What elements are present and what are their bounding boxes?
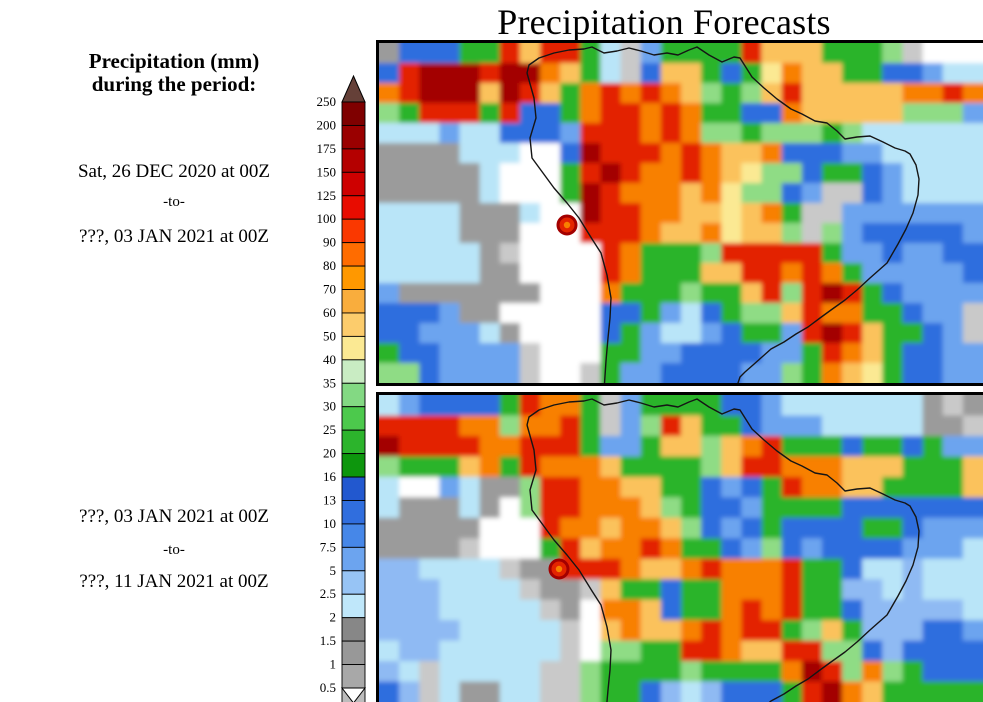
svg-text:90: 90 <box>323 235 336 250</box>
svg-text:35: 35 <box>323 375 336 390</box>
svg-text:80: 80 <box>323 258 336 273</box>
svg-text:150: 150 <box>317 164 337 179</box>
svg-text:250: 250 <box>317 94 337 109</box>
svg-text:70: 70 <box>323 282 336 297</box>
svg-text:200: 200 <box>317 117 337 132</box>
svg-text:2: 2 <box>330 610 337 625</box>
svg-text:1.5: 1.5 <box>320 633 336 648</box>
svg-text:1: 1 <box>330 657 337 672</box>
svg-text:0.5: 0.5 <box>320 680 336 695</box>
svg-text:16: 16 <box>323 469 337 484</box>
svg-text:13: 13 <box>323 492 336 507</box>
svg-text:7.5: 7.5 <box>320 539 336 554</box>
svg-text:30: 30 <box>323 399 336 414</box>
svg-text:100: 100 <box>317 211 337 226</box>
svg-text:125: 125 <box>317 188 337 203</box>
svg-text:5: 5 <box>330 563 337 578</box>
svg-text:175: 175 <box>317 141 337 156</box>
svg-text:2.5: 2.5 <box>320 586 336 601</box>
svg-text:40: 40 <box>323 352 336 367</box>
svg-text:60: 60 <box>323 305 336 320</box>
svg-text:10: 10 <box>323 516 336 531</box>
svg-text:50: 50 <box>323 328 336 343</box>
svg-text:20: 20 <box>323 446 336 461</box>
svg-text:25: 25 <box>323 422 336 437</box>
